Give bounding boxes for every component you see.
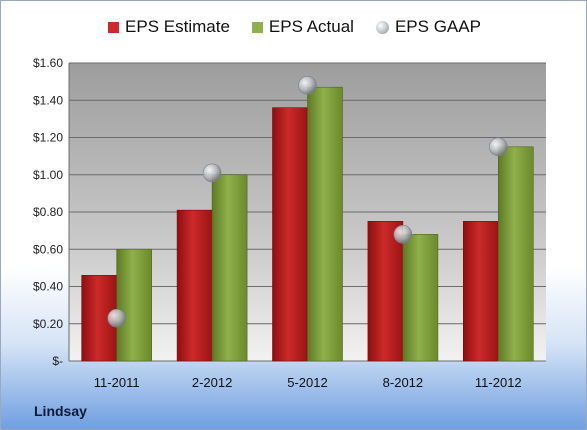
y-tick-label: $0.80 bbox=[33, 205, 63, 219]
legend-item-gaap: EPS GAAP bbox=[375, 17, 481, 37]
legend-item-estimate: EPS Estimate bbox=[108, 17, 230, 37]
legend-label-gaap: EPS GAAP bbox=[394, 17, 481, 36]
bar-estimate bbox=[462, 221, 499, 362]
point-gaap bbox=[202, 163, 222, 183]
company-name: Lindsay bbox=[34, 403, 87, 419]
y-tick-label: $1.60 bbox=[33, 56, 63, 70]
legend-item-actual: EPS Actual bbox=[251, 17, 354, 37]
legend: EPS Estimate EPS Actual EPS GAAP bbox=[1, 17, 586, 37]
y-tick-label: $0.60 bbox=[33, 242, 63, 256]
legend-swatch-gaap bbox=[375, 20, 389, 34]
legend-swatch-estimate bbox=[108, 21, 120, 33]
y-tick-label: $0.20 bbox=[33, 317, 63, 331]
x-tick-label: 5-2012 bbox=[287, 375, 327, 390]
y-tick-label: $1.00 bbox=[33, 168, 63, 182]
bar-actual bbox=[307, 86, 343, 362]
bar-estimate bbox=[272, 107, 308, 362]
legend-swatch-actual bbox=[251, 21, 263, 33]
x-tick-label: 11-2012 bbox=[475, 375, 522, 390]
bar-actual bbox=[211, 174, 248, 362]
bar-estimate bbox=[176, 209, 213, 362]
x-tick-label: 2-2012 bbox=[192, 375, 232, 390]
legend-label-actual: EPS Actual bbox=[268, 17, 354, 36]
y-tick-label: $0.40 bbox=[33, 280, 63, 294]
point-gaap bbox=[107, 308, 126, 328]
legend-label-estimate: EPS Estimate bbox=[125, 17, 230, 36]
bar-actual bbox=[497, 146, 534, 362]
bar-estimate bbox=[367, 221, 404, 362]
point-gaap bbox=[393, 225, 413, 244]
y-tick-label: $1.40 bbox=[33, 93, 63, 107]
point-gaap bbox=[298, 76, 317, 95]
bar-actual bbox=[402, 234, 439, 362]
bar-actual bbox=[116, 248, 152, 362]
y-tick-label: $1.20 bbox=[33, 131, 63, 145]
x-tick-label: 8-2012 bbox=[383, 375, 423, 390]
x-tick-label: 11-2011 bbox=[94, 375, 140, 390]
point-gaap bbox=[488, 137, 508, 157]
y-tick-label: $- bbox=[52, 354, 63, 368]
